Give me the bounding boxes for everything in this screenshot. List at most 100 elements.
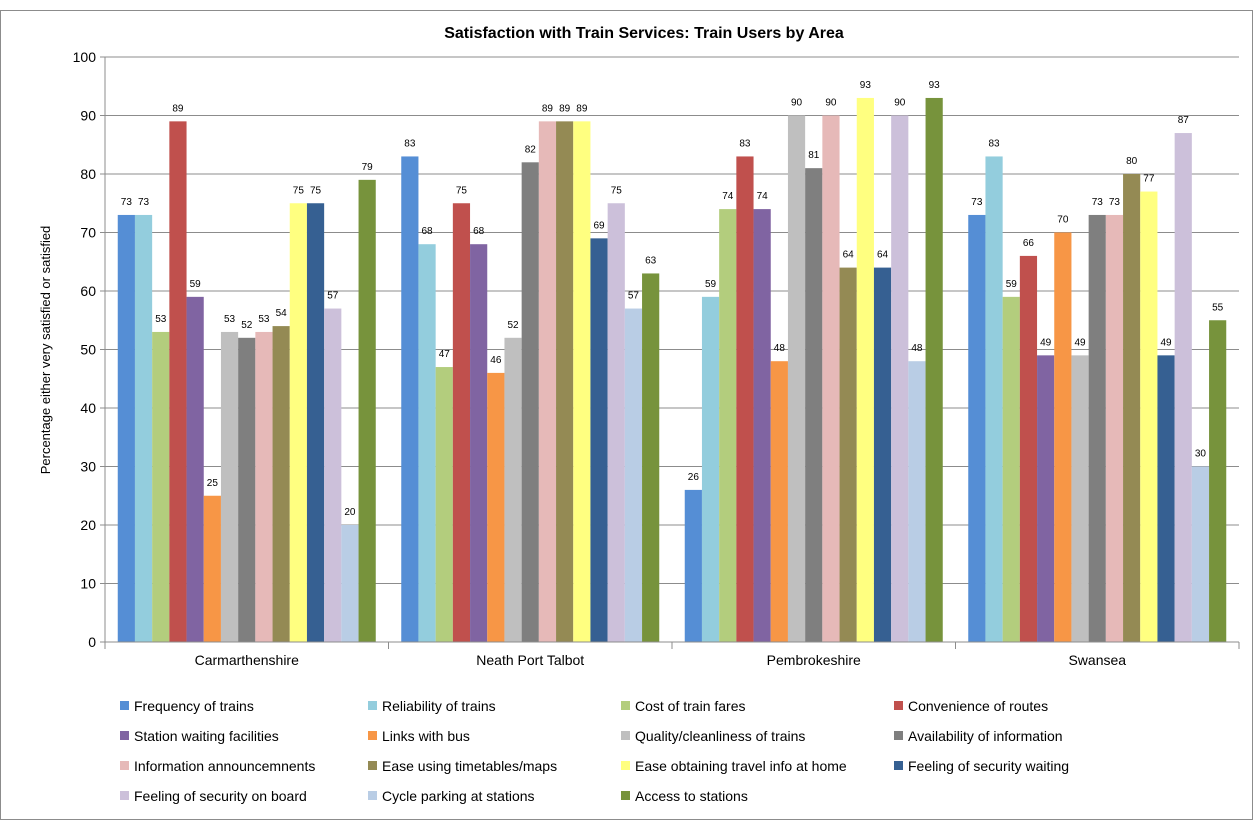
legend-swatch bbox=[894, 701, 903, 710]
legend-swatch bbox=[894, 761, 903, 770]
bar bbox=[272, 326, 290, 642]
data-label: 68 bbox=[473, 226, 485, 237]
bar bbox=[1191, 466, 1210, 642]
bar bbox=[590, 238, 608, 642]
bar bbox=[186, 296, 204, 642]
bar bbox=[839, 267, 857, 642]
data-label: 48 bbox=[911, 343, 923, 354]
bar bbox=[642, 273, 660, 642]
data-label: 75 bbox=[456, 185, 468, 196]
legend-swatch bbox=[368, 731, 377, 740]
data-label: 83 bbox=[988, 138, 1000, 149]
bar bbox=[1209, 320, 1227, 642]
bar bbox=[1054, 232, 1072, 642]
bar bbox=[401, 156, 419, 642]
x-tick-label: Pembrokeshire bbox=[767, 652, 861, 668]
bar bbox=[470, 244, 488, 642]
data-labels: 73 83 26 73 73 68 59 83 53 47 74 59 89 75 83 66 59 68 74 49… bbox=[121, 80, 1224, 518]
bar bbox=[504, 337, 522, 642]
data-label: 77 bbox=[1143, 174, 1155, 185]
x-tick-label: Neath Port Talbot bbox=[476, 652, 584, 668]
bar bbox=[1157, 355, 1175, 642]
data-label: 46 bbox=[490, 355, 502, 366]
legend-swatch bbox=[894, 731, 903, 740]
data-label: 53 bbox=[258, 314, 270, 325]
x-tick-label: Swansea bbox=[1068, 652, 1126, 668]
data-label: 75 bbox=[310, 185, 322, 196]
bar bbox=[538, 121, 557, 643]
legend-swatch bbox=[368, 761, 377, 770]
data-label: 74 bbox=[722, 191, 734, 202]
data-label: 90 bbox=[825, 98, 837, 109]
bar bbox=[1019, 255, 1038, 642]
legend-label: Feeling of security on board bbox=[134, 788, 307, 804]
bar bbox=[822, 115, 840, 642]
data-label: 54 bbox=[276, 308, 288, 319]
y-tick-label: 0 bbox=[88, 634, 96, 650]
bar bbox=[1037, 355, 1055, 642]
legend: Frequency of trains Reliability of trains… bbox=[120, 698, 1069, 804]
data-label: 73 bbox=[121, 197, 133, 208]
legend-label: Station waiting facilities bbox=[134, 728, 279, 744]
data-label: 73 bbox=[138, 197, 150, 208]
bars bbox=[117, 97, 1227, 643]
bar bbox=[117, 214, 135, 642]
data-label: 73 bbox=[1109, 197, 1121, 208]
bar bbox=[985, 156, 1003, 642]
bar bbox=[1071, 355, 1089, 642]
bar bbox=[435, 367, 453, 642]
bar bbox=[255, 331, 273, 642]
bar bbox=[607, 203, 625, 642]
data-label: 90 bbox=[894, 98, 906, 109]
legend-swatch bbox=[621, 731, 630, 740]
data-label: 74 bbox=[757, 191, 769, 202]
data-label: 47 bbox=[439, 349, 451, 360]
y-tick-label: 50 bbox=[80, 342, 96, 358]
bar bbox=[238, 337, 256, 642]
data-label: 89 bbox=[172, 103, 184, 114]
x-tick-labels: Carmarthenshire Neath Port Talbot Pembroke… bbox=[195, 652, 1127, 668]
bar bbox=[1088, 214, 1106, 642]
y-tick-label: 40 bbox=[80, 400, 96, 416]
bar bbox=[856, 97, 874, 642]
legend-label: Ease using timetables/maps bbox=[382, 758, 557, 774]
data-label: 73 bbox=[1092, 197, 1104, 208]
legend-label: Frequency of trains bbox=[134, 698, 254, 714]
legend-label: Information announcemnents bbox=[134, 758, 315, 774]
bar bbox=[701, 296, 720, 642]
data-label: 69 bbox=[593, 220, 605, 231]
data-label: 93 bbox=[860, 80, 872, 91]
data-label: 89 bbox=[576, 103, 588, 114]
bar bbox=[684, 489, 702, 642]
y-tick-label: 10 bbox=[80, 576, 96, 592]
data-label: 53 bbox=[224, 314, 236, 325]
data-label: 64 bbox=[843, 250, 855, 261]
data-label: 87 bbox=[1178, 115, 1190, 126]
legend-label: Reliability of trains bbox=[382, 698, 496, 714]
legend-swatch bbox=[621, 701, 630, 710]
legend-swatch bbox=[368, 791, 377, 800]
chart-title: Satisfaction with Train Services: Train … bbox=[444, 25, 844, 42]
bar bbox=[770, 361, 788, 642]
data-label: 66 bbox=[1023, 238, 1035, 249]
legend-label: Cost of train fares bbox=[635, 698, 746, 714]
data-label: 57 bbox=[327, 291, 339, 302]
data-label: 57 bbox=[628, 291, 640, 302]
legend-label: Convenience of routes bbox=[908, 698, 1048, 714]
bar bbox=[805, 168, 823, 642]
bar bbox=[152, 331, 170, 642]
axes bbox=[100, 56, 1240, 649]
bar bbox=[873, 267, 892, 642]
bar bbox=[521, 162, 539, 643]
y-tick-label: 90 bbox=[80, 108, 96, 124]
bar bbox=[289, 203, 307, 642]
legend-swatch bbox=[368, 701, 377, 710]
y-tick-label: 30 bbox=[80, 459, 96, 475]
data-label: 59 bbox=[1006, 279, 1018, 290]
legend-swatch bbox=[621, 761, 630, 770]
bar bbox=[925, 97, 943, 642]
bar bbox=[556, 121, 574, 643]
data-label: 83 bbox=[739, 138, 751, 149]
bar bbox=[719, 209, 737, 642]
